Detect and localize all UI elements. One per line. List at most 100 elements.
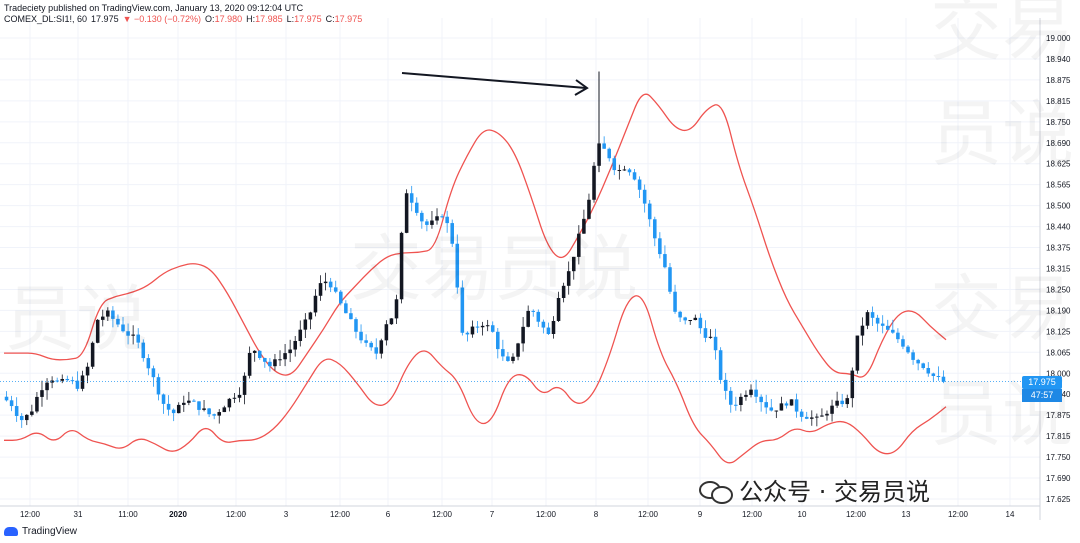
- x-tick-label: 2020: [169, 510, 187, 519]
- candle-body: [65, 378, 70, 381]
- candle-body: [901, 339, 905, 347]
- y-tick-label: 17.625: [1046, 495, 1071, 504]
- x-tick-label: 12:00: [638, 510, 659, 519]
- candle-body: [587, 199, 591, 219]
- x-tick-label: 11:00: [118, 510, 138, 519]
- candle-body: [845, 398, 850, 405]
- candle-body: [232, 397, 237, 399]
- high-value: 17.985: [255, 14, 283, 24]
- y-tick-label: 17.690: [1046, 474, 1071, 483]
- wechat-icon: [699, 479, 734, 504]
- candle-body: [744, 394, 748, 397]
- candle-body: [875, 317, 880, 324]
- candle-body: [435, 216, 439, 221]
- candle-body: [303, 319, 308, 330]
- candle-body: [288, 349, 292, 354]
- y-tick-label: 19.000: [1046, 34, 1071, 43]
- candle-body: [830, 405, 834, 414]
- candle-body: [764, 402, 768, 408]
- candle-body: [450, 223, 454, 244]
- price-axis[interactable]: 19.000 18.940 18.875 18.815 18.750 18.690 18.6…: [1046, 34, 1071, 504]
- candle-body: [414, 202, 419, 213]
- candle-body: [323, 281, 328, 284]
- symbol-label[interactable]: COMEX_DL:SI1!, 60: [4, 14, 88, 24]
- candle-body: [911, 352, 915, 360]
- candle-body: [100, 316, 105, 320]
- candle-body: [774, 410, 779, 412]
- y-tick-label: 18.940: [1046, 55, 1071, 64]
- candle-body: [734, 404, 738, 406]
- candle-body: [60, 378, 65, 381]
- y-tick-label: 18.250: [1046, 285, 1071, 294]
- plot-background: [0, 18, 1040, 506]
- candle-body: [182, 402, 186, 405]
- candle-body: [855, 335, 860, 371]
- candle-body: [739, 396, 743, 405]
- candle-body: [455, 243, 460, 288]
- candle-body: [313, 295, 318, 313]
- candle-body: [850, 370, 855, 399]
- candle-body: [374, 347, 379, 354]
- y-tick-label: 18.750: [1046, 118, 1071, 127]
- candle-body: [789, 399, 794, 406]
- candle-body: [90, 342, 95, 367]
- open-value: 17.980: [214, 14, 243, 24]
- candle-body: [668, 267, 672, 292]
- candle-body: [136, 334, 140, 343]
- x-tick-label: 12:00: [20, 510, 41, 519]
- candle-body: [465, 332, 470, 335]
- x-tick-label: 31: [74, 510, 83, 519]
- high-label: H:: [246, 14, 256, 24]
- candle-body: [683, 317, 687, 321]
- x-tick-label: 12:00: [330, 510, 351, 519]
- y-tick-label: 18.375: [1046, 244, 1071, 253]
- x-tick-label: 10: [798, 510, 807, 519]
- candle-body: [445, 216, 449, 224]
- tradingview-brand[interactable]: TradingView: [4, 526, 77, 537]
- candle-body: [936, 376, 941, 378]
- candle-body: [880, 323, 885, 326]
- candle-body: [865, 312, 870, 326]
- x-tick-label: 12:00: [432, 510, 453, 519]
- candle-body: [475, 326, 480, 328]
- candle-body: [273, 359, 277, 367]
- publisher-line: Tradeciety published on TradingView.com,…: [4, 3, 304, 13]
- time-axis[interactable]: 12:00 31 11:00 2020 12:00 3 12:00 6 12:00 7 12:00 8…: [20, 510, 1015, 519]
- candle-body: [779, 403, 784, 411]
- candle-body: [404, 193, 409, 233]
- candle-body: [820, 415, 824, 417]
- tradingview-cloud-icon: [4, 527, 18, 536]
- candle-body: [728, 390, 733, 405]
- wechat-watermark: 公众号 · 交易员说: [699, 472, 930, 507]
- candle-body: [106, 310, 110, 317]
- lower-band-line: [3, 295, 947, 464]
- candle-body: [293, 340, 297, 350]
- x-tick-label: 12:00: [846, 510, 867, 519]
- x-tick-label: 14: [1006, 510, 1015, 519]
- candle-body: [217, 412, 222, 416]
- y-tick-label: 18.190: [1046, 306, 1071, 315]
- candle-body: [45, 382, 49, 391]
- candle-body: [4, 396, 9, 401]
- candle-body: [769, 407, 774, 411]
- candle-body: [490, 325, 495, 332]
- candle-body: [799, 411, 804, 417]
- candle-body: [637, 179, 642, 190]
- candle-body: [95, 319, 100, 343]
- candle-body: [551, 320, 556, 335]
- x-tick-label: 12:00: [742, 510, 763, 519]
- candle-body: [718, 350, 723, 380]
- ohlc-line: COMEX_DL:SI1!, 60 17.975 ▼ −0.130 (−0.72…: [4, 14, 362, 25]
- y-tick-label: 18.875: [1046, 76, 1071, 85]
- candle-body: [227, 398, 232, 408]
- candle-body: [627, 169, 632, 173]
- arrow-head: [574, 79, 589, 96]
- candle-body: [916, 359, 920, 364]
- candle-body: [283, 353, 287, 360]
- upper-band-line: [4, 93, 947, 378]
- candle-body: [207, 408, 211, 415]
- candle-body: [425, 221, 429, 225]
- candle-body: [14, 406, 19, 416]
- candle-body: [298, 329, 303, 341]
